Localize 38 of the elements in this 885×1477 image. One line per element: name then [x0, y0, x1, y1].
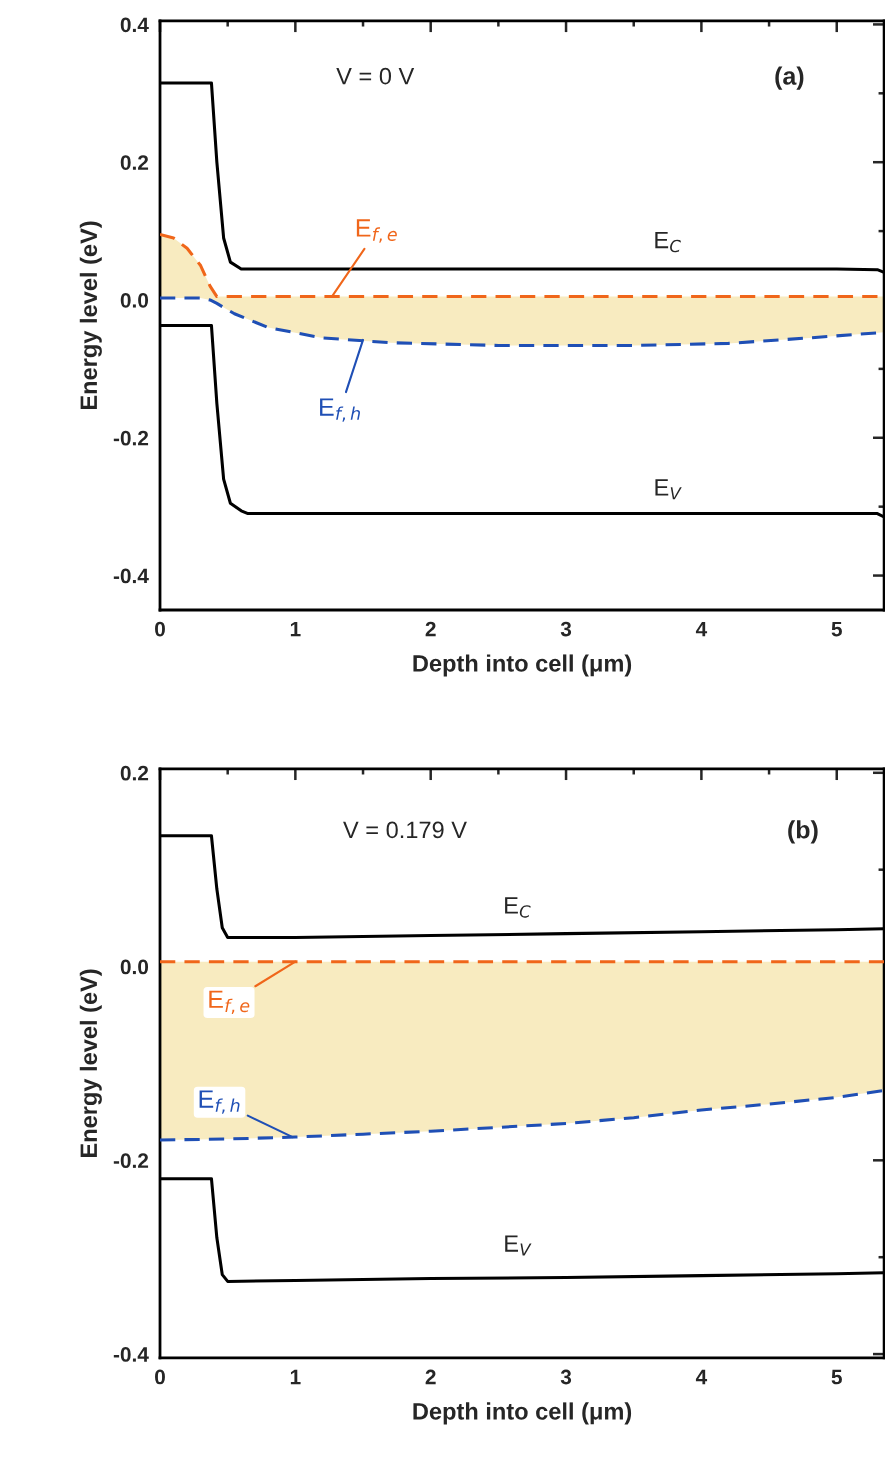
x-tick-label: 1 [290, 1369, 301, 1385]
annotation: V = 0 V [336, 67, 415, 85]
y-tick-label: 0.2 [120, 155, 149, 170]
annotation: E$_{f,e}$ [209, 990, 250, 1014]
x-tick-label: 2 [425, 1369, 436, 1385]
x-axis-title: Depth into cell (μm) [413, 654, 632, 677]
annotation: E$_{V}$ [655, 479, 682, 500]
x-tick-label: 4 [695, 621, 708, 637]
annotation: E$_{C}$ [505, 897, 531, 918]
y-tick-label: -0.2 [113, 1153, 149, 1169]
x-axis-title: Depth into cell (μm) [413, 1402, 632, 1425]
y-tick-label: -0.4 [113, 568, 149, 584]
x-tick-label: 2 [425, 621, 436, 637]
annotation: E$_{f,h}$ [320, 398, 360, 422]
x-tick-label: 0 [155, 621, 165, 637]
y-axis-title: Energy level (eV) [79, 969, 102, 1157]
x-tick-label: 5 [831, 621, 842, 637]
x-tick-label: 3 [560, 1369, 572, 1385]
annotation: (a) [775, 66, 804, 90]
annotation: (b) [788, 820, 818, 844]
x-tick-label: 0 [155, 1369, 165, 1385]
y-tick-label: -0.2 [113, 430, 149, 446]
x-tick-label: 1 [290, 621, 301, 637]
annotation: E$_{f,e}$ [356, 219, 397, 243]
y-axis-title: Energy level (eV) [79, 221, 102, 410]
annotation: E$_{C}$ [655, 231, 681, 253]
x-tick-label: 5 [831, 1369, 842, 1385]
x-tick-label: 4 [695, 1369, 708, 1385]
line-series [160, 1089, 885, 1142]
y-tick-label: 0.2 [120, 765, 149, 781]
annotation: E$_{f,h}$ [199, 1090, 240, 1114]
x-tick-label: 3 [560, 621, 572, 637]
y-tick-label: 0.0 [120, 292, 149, 308]
y-tick-label: -0.4 [113, 1347, 149, 1362]
y-tick-label: 0.4 [120, 17, 149, 33]
y-tick-label: 0.0 [120, 959, 149, 975]
annotation: E$_{V}$ [505, 1235, 532, 1256]
annotation: V = 0.179 V [343, 821, 467, 839]
